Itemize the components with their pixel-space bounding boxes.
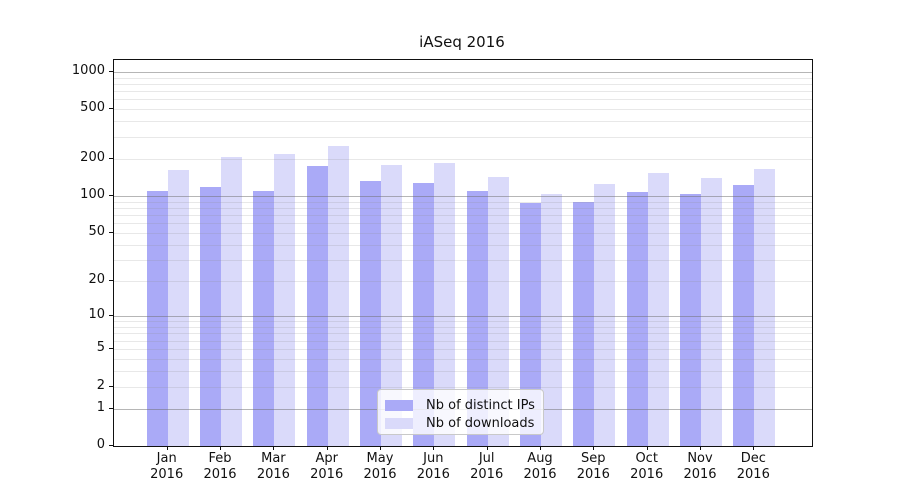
plot-area	[113, 59, 813, 447]
x-tick-mark	[220, 446, 221, 450]
bar-mar-ips	[253, 190, 275, 446]
chart-title: iASeq 2016	[419, 33, 505, 51]
y-tick-label: 100	[80, 187, 105, 202]
y-tick-label: 5	[96, 339, 105, 355]
x-tick-mark	[380, 446, 381, 450]
bars-layer	[114, 60, 812, 446]
y-tick-mark	[109, 108, 113, 110]
x-tick-label-oct: Oct 2016	[630, 451, 664, 482]
x-tick-label-jul: Jul 2016	[470, 451, 504, 482]
bar-apr-ips	[306, 165, 328, 446]
y-tick-mark	[109, 232, 113, 233]
y-tick-mark	[109, 157, 113, 159]
bar-aug-downloads	[541, 194, 562, 446]
bar-jul-ips	[466, 191, 488, 446]
bar-may-downloads	[381, 165, 402, 446]
legend-label: Nb of distinct IPs	[426, 397, 535, 413]
bar-aug-ips	[520, 202, 541, 446]
bar-feb-ips	[200, 187, 221, 446]
bar-nov-ips	[680, 194, 701, 446]
x-tick-mark	[273, 446, 275, 450]
x-tick-label-nov: Nov 2016	[683, 451, 717, 482]
x-tick-mark	[753, 446, 755, 450]
bar-dec-downloads	[754, 169, 776, 446]
y-tick-label: 2	[96, 377, 105, 393]
legend-swatch-downloads	[385, 417, 413, 429]
x-tick-label-mar: Mar 2016	[256, 451, 290, 482]
bar-jun-ips	[413, 183, 435, 446]
y-tick-label: 1	[96, 399, 105, 415]
x-tick-label-jun: Jun 2016	[416, 451, 450, 482]
x-tick-mark	[700, 446, 701, 450]
bar-dec-ips	[733, 184, 755, 446]
legend: Nb of distinct IPs Nb of downloads	[377, 389, 544, 435]
x-tick-mark	[593, 446, 595, 450]
x-tick-label-apr: Apr 2016	[310, 451, 344, 482]
bar-sep-ips	[573, 201, 595, 446]
y-tick-mark	[109, 70, 113, 72]
x-tick-label-sep: Sep 2016	[576, 451, 610, 482]
bar-jan-downloads	[167, 170, 189, 446]
y-tick-mark	[109, 195, 113, 196]
legend-item-distinct-ips: Nb of distinct IPs	[385, 397, 535, 413]
y-tick-mark	[109, 280, 113, 282]
bar-jul-downloads	[487, 177, 509, 446]
bar-apr-downloads	[327, 145, 349, 446]
x-tick-label-aug: Aug 2016	[523, 451, 557, 482]
x-tick-mark	[486, 446, 488, 450]
y-tick-label: 20	[88, 272, 105, 288]
bar-feb-downloads	[221, 156, 242, 446]
y-tick-mark	[109, 347, 113, 349]
legend-label: Nb of downloads	[426, 415, 535, 431]
bar-nov-downloads	[701, 178, 722, 446]
y-tick-label: 500	[80, 100, 105, 116]
bar-jan-ips	[146, 191, 168, 446]
x-tick-label-may: May 2016	[363, 451, 397, 482]
bar-oct-ips	[626, 192, 648, 446]
x-tick-mark	[540, 446, 541, 450]
bar-oct-downloads	[647, 172, 669, 446]
bar-mar-downloads	[274, 153, 296, 446]
x-tick-mark	[646, 446, 648, 450]
y-tick-label: 10	[88, 307, 105, 323]
legend-item-downloads: Nb of downloads	[385, 415, 535, 431]
y-tick-label: 50	[88, 224, 105, 239]
y-tick-mark	[109, 407, 113, 409]
x-tick-mark	[166, 446, 168, 450]
y-tick-mark	[109, 385, 113, 387]
x-tick-label-feb: Feb 2016	[203, 451, 237, 482]
bar-may-ips	[360, 180, 381, 446]
bar-sep-downloads	[594, 184, 616, 446]
x-tick-label-jan: Jan 2016	[150, 451, 184, 482]
x-tick-label-dec: Dec 2016	[736, 451, 770, 482]
x-tick-mark	[326, 446, 328, 450]
bar-jun-downloads	[434, 162, 456, 446]
y-tick-label: 200	[80, 149, 105, 165]
y-tick-mark	[109, 315, 113, 317]
legend-swatch-distinct-ips	[385, 399, 413, 411]
x-tick-mark	[433, 446, 435, 450]
y-tick-label: 1000	[71, 62, 105, 78]
y-tick-label: 0	[96, 437, 105, 452]
y-tick-mark	[109, 445, 113, 446]
